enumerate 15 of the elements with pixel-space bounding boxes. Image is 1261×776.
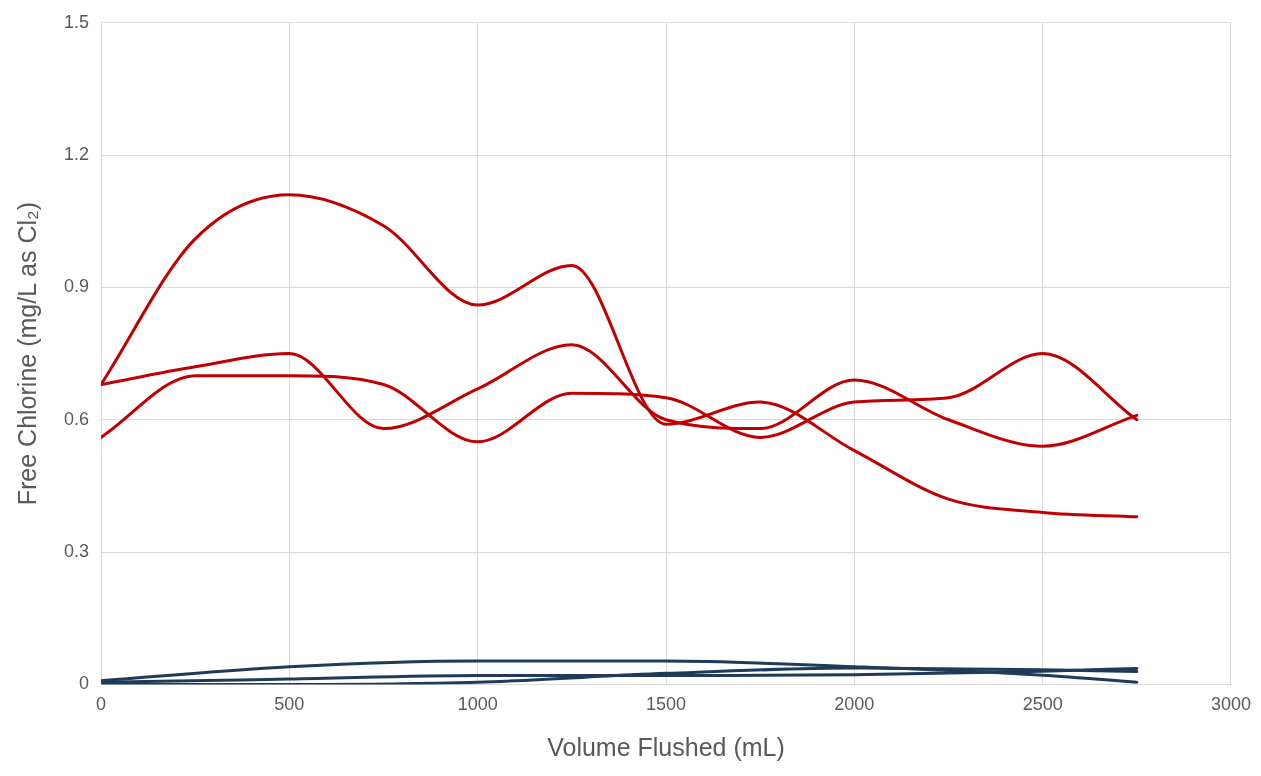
x-tick-label: 2000: [834, 694, 875, 715]
x-tick-label: 2500: [1022, 694, 1063, 715]
x-tick-label: 3000: [1210, 694, 1251, 715]
y-tick-label: 0: [79, 673, 90, 694]
x-tick-label: 1500: [645, 694, 687, 715]
y-tick-label: 1.5: [63, 11, 90, 32]
x-tick-label: 1000: [457, 694, 498, 715]
x-axis-title: Volume Flushed (mL): [547, 732, 785, 761]
y-tick-label: 1.2: [63, 144, 90, 165]
x-tick-label: 500: [274, 694, 305, 715]
y-axis-title: Free Chlorine (mg/L as Cl₂): [12, 201, 41, 506]
y-tick-label: 0.9: [63, 276, 90, 297]
y-tick-label: 0.3: [63, 541, 90, 562]
y-tick-label: 0.6: [63, 408, 90, 429]
x-tick-label: 0: [96, 694, 107, 715]
